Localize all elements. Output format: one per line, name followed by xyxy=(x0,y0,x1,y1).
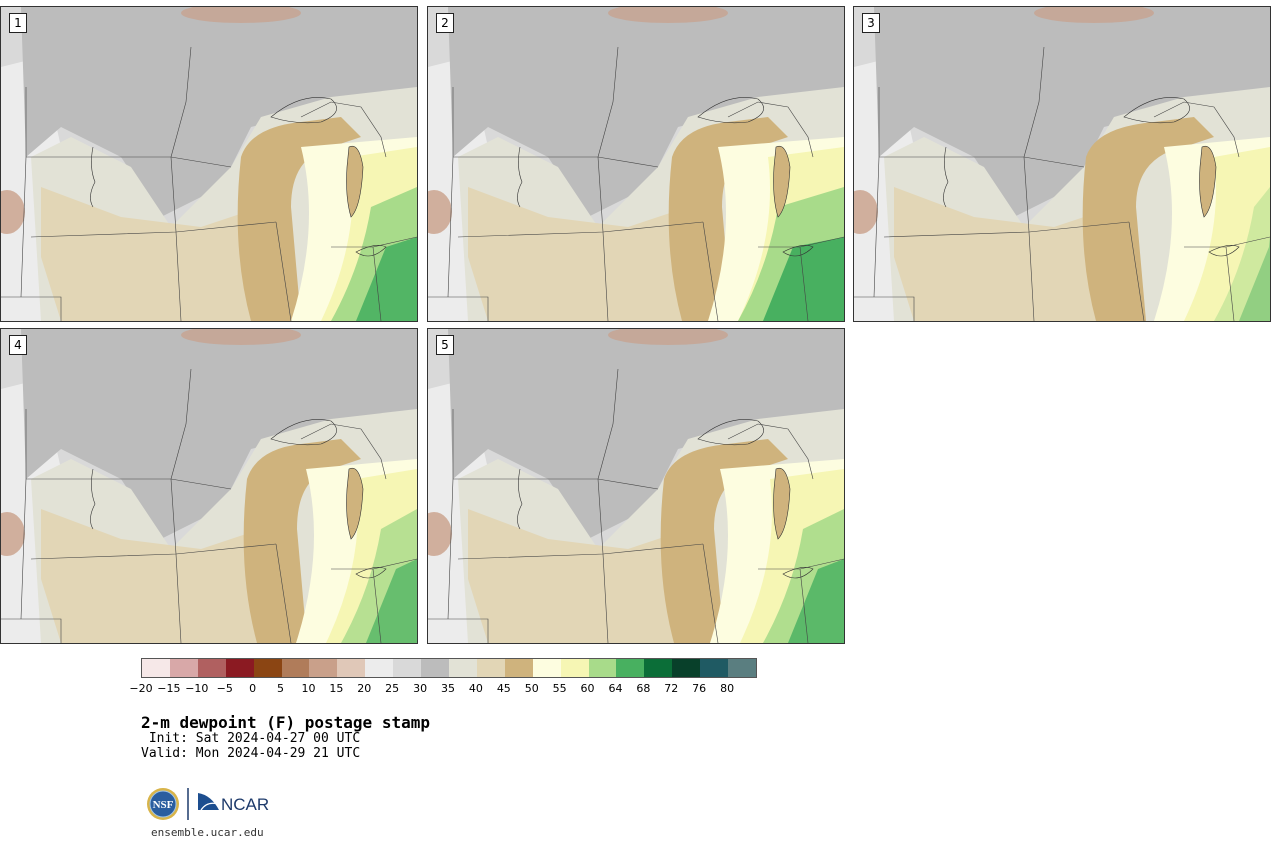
colorbar-tick-label: 15 xyxy=(329,682,344,695)
colorbar-swatch xyxy=(700,659,729,677)
colorbar-swatch xyxy=(476,659,505,677)
colorbar-tick-label: 64 xyxy=(608,682,623,695)
init-time: Init: Sat 2024-04-27 00 UTC xyxy=(141,731,361,746)
colorbar-swatch xyxy=(672,659,701,677)
map-panel-1: 1 xyxy=(0,6,418,322)
colorbar-swatch xyxy=(169,659,198,677)
colorbar-tick-label: 55 xyxy=(552,682,567,695)
valid-time: Valid: Mon 2024-04-29 21 UTC xyxy=(141,746,361,761)
plot-title: 2-m dewpoint (F) postage stamp xyxy=(141,713,430,732)
dewpoint-map xyxy=(854,7,1270,321)
colorbar-ticks: −20 −15 −10 −5 0 5 10 15 20 25 30 35 40 45 50 55 60 64 68 7… xyxy=(129,682,755,696)
colorbar-swatch xyxy=(644,659,673,677)
colorbar-tick-label: 35 xyxy=(441,682,455,695)
colorbar-swatch xyxy=(337,659,366,677)
colorbar-tick-label: 30 xyxy=(413,682,428,695)
colorbar-tick-label: −20 xyxy=(129,682,153,695)
colorbar-swatch xyxy=(560,659,589,677)
ncar-logo-icon: NCAR xyxy=(198,793,269,814)
dewpoint-map xyxy=(1,329,417,643)
colorbar-swatch xyxy=(309,659,338,677)
colorbar-tick-label: 80 xyxy=(720,682,735,695)
colorbar-tick-label: 10 xyxy=(301,682,316,695)
colorbar-swatch xyxy=(421,659,449,677)
colorbar-tick-label: 40 xyxy=(468,682,483,695)
colorbar-tick-label: −15 xyxy=(157,682,181,695)
colorbar-swatch xyxy=(225,659,254,677)
panel-number: 3 xyxy=(862,13,880,33)
dewpoint-map xyxy=(428,7,844,321)
colorbar-tick-label: 25 xyxy=(385,682,400,695)
colorbar-swatch xyxy=(365,659,394,677)
colorbar-swatch xyxy=(504,659,533,677)
colorbar-swatch xyxy=(393,659,422,677)
panel-number: 4 xyxy=(9,335,27,355)
map-panel-5: 5 xyxy=(427,328,845,644)
colorbar-swatch xyxy=(616,659,645,677)
nsf-logo-icon: NSF xyxy=(147,788,179,820)
colorbar-tick-label: 60 xyxy=(580,682,595,695)
colorbar-tick-label: 5 xyxy=(277,682,285,695)
colorbar-swatch xyxy=(281,659,310,677)
panel-number: 2 xyxy=(436,13,454,33)
colorbar xyxy=(141,658,757,678)
colorbar-swatch xyxy=(142,659,170,677)
nsf-ncar-logo: NSF NCAR xyxy=(145,786,275,822)
colorbar-tick-label: 45 xyxy=(496,682,511,695)
ncar-logo-text: NCAR xyxy=(221,795,269,814)
panel-number: 5 xyxy=(436,335,454,355)
nsf-logo-text: NSF xyxy=(153,799,174,811)
website-url: ensemble.ucar.edu xyxy=(151,826,264,839)
colorbar-swatch xyxy=(253,659,282,677)
colorbar-swatch xyxy=(448,659,477,677)
colorbar-tick-label: 76 xyxy=(692,682,707,695)
dewpoint-map xyxy=(428,329,844,643)
colorbar-swatch xyxy=(728,659,756,677)
colorbar-tick-label: 72 xyxy=(664,682,679,695)
dewpoint-map xyxy=(1,7,417,321)
colorbar-tick-label: −10 xyxy=(185,682,209,695)
panel-number: 1 xyxy=(9,13,27,33)
colorbar-swatch xyxy=(197,659,226,677)
colorbar-tick-label: 50 xyxy=(524,682,539,695)
map-panel-2: 2 xyxy=(427,6,845,322)
colorbar-tick-label: −5 xyxy=(216,682,233,695)
colorbar-tick-label: 20 xyxy=(357,682,372,695)
map-panel-3: 3 xyxy=(853,6,1271,322)
map-panel-4: 4 xyxy=(0,328,418,644)
colorbar-swatch xyxy=(588,659,617,677)
colorbar-swatch xyxy=(532,659,561,677)
colorbar-tick-label: 68 xyxy=(636,682,651,695)
colorbar-tick-label: 0 xyxy=(249,682,257,695)
